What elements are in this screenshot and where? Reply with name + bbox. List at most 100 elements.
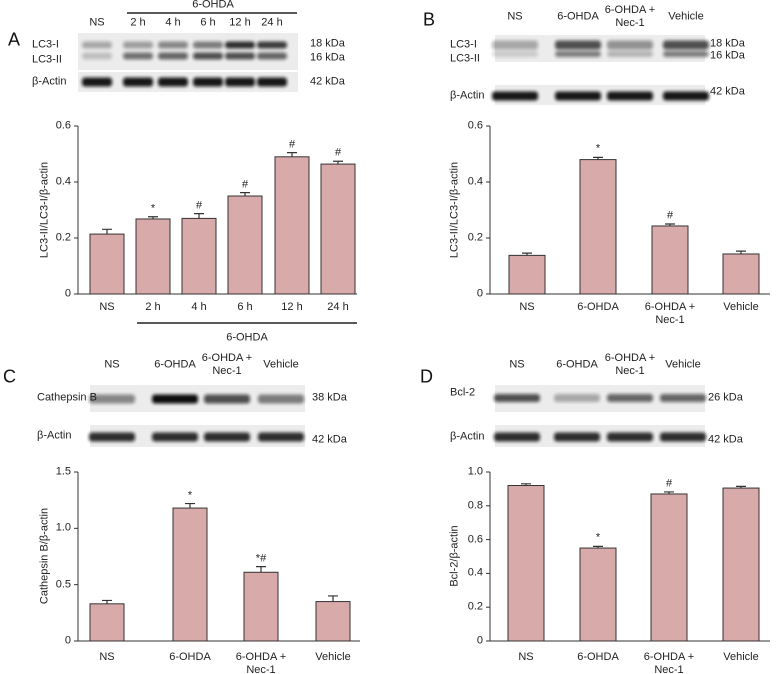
x-tick-label: 4 h [191, 301, 207, 313]
y-tick-label: 0.2 [55, 231, 71, 244]
lane-label: Vehicle [665, 358, 701, 371]
blot-band [607, 394, 653, 402]
blot-band [494, 394, 540, 402]
row-label: LC3-II [32, 53, 62, 66]
error-bar [148, 216, 158, 219]
size-label: 38 kDa [312, 391, 347, 404]
blot-band [660, 432, 706, 442]
y-tick-label: 0.8 [467, 499, 483, 512]
size-label: 18 kDa [710, 37, 745, 50]
blot-band [663, 91, 709, 101]
blot-band [257, 41, 287, 49]
panel-letter: C [3, 366, 16, 387]
bar [172, 507, 208, 642]
lane-group-label: 6-OHDA [192, 0, 234, 11]
error-bar [593, 156, 603, 160]
error-bar [664, 491, 674, 494]
y-tick-label: 1.5 [55, 465, 71, 478]
lane-label: 6-OHDA + Nec-1 [201, 352, 253, 377]
y-axis-label: Bcl-2/β-actin [448, 525, 461, 587]
lane-label: NS [104, 358, 120, 371]
bar [320, 163, 356, 295]
blot-band [555, 40, 601, 50]
y-tick-label: 0.6 [467, 119, 483, 132]
error-bar [665, 223, 675, 226]
lane-label: 6-OHDA [556, 358, 598, 371]
y-axis-label: LC3-II/LC3-I/β-actin [448, 161, 461, 259]
row-label: β-Actin [450, 430, 485, 443]
significance-mark: # [195, 199, 203, 212]
panel-letter: B [423, 9, 436, 30]
blot-band [555, 91, 601, 101]
y-axis-label: LC3-II/LC3-I/β-actin [38, 161, 51, 259]
row-label: LC3-I [450, 38, 477, 51]
y-tick-label: 0.5 [55, 578, 71, 591]
blot-band [607, 51, 653, 57]
bar [507, 485, 545, 642]
lane-label: NS [89, 16, 105, 29]
x-tick-label: NS [99, 301, 115, 313]
blot-band [82, 52, 112, 60]
y-tick-label: 0.2 [467, 231, 483, 244]
y-tick-label: 0.4 [467, 566, 483, 579]
blot-band [123, 52, 153, 60]
size-label: 42 kDa [710, 85, 745, 98]
row-label: LC3-II [450, 52, 480, 65]
blot-band [258, 432, 304, 442]
size-label: 42 kDa [708, 433, 743, 446]
row-label: β-Actin [32, 75, 67, 88]
significance-mark: # [666, 209, 674, 222]
lane-label: 6-OHDA [154, 358, 196, 371]
lane-label: 24 h [261, 16, 283, 29]
size-label: 42 kDa [312, 433, 347, 446]
x-tick-label: NS [99, 651, 115, 663]
bar [181, 217, 217, 295]
x-tick-label: 6-OHDA [577, 651, 619, 663]
error-bar [736, 485, 746, 489]
size-label: 16 kDa [710, 49, 745, 62]
blot-band [257, 52, 287, 60]
blot-band [152, 432, 198, 442]
blot-band [492, 91, 538, 101]
significance-mark: * [595, 531, 601, 544]
x-group-label: 6-OHDA [226, 331, 268, 344]
blot-band [204, 432, 250, 442]
x-tick-label: NS [518, 651, 534, 663]
bar [651, 225, 689, 295]
y-tick-label: 0.6 [55, 119, 71, 132]
y-tick-label: 0.2 [467, 600, 483, 613]
blot-band [555, 51, 601, 57]
blot-band [554, 432, 600, 442]
blot-band [82, 41, 112, 49]
error-bar [333, 160, 343, 165]
blot-band [660, 394, 706, 402]
lane-label: 2 h [130, 16, 146, 29]
bar [89, 603, 125, 642]
error-bar [521, 483, 531, 486]
row-label: β-Actin [450, 89, 485, 102]
y-tick-label: 0.6 [467, 533, 483, 546]
error-bar [194, 213, 204, 219]
blot-band [494, 432, 540, 442]
panel-letter: D [420, 366, 433, 387]
y-tick-label: 0 [64, 634, 71, 647]
blot-band [225, 52, 255, 60]
bar [243, 571, 279, 642]
blot-band [158, 41, 188, 49]
blot-band [193, 41, 223, 49]
blot-band [152, 394, 198, 404]
blot-band [193, 52, 223, 60]
blot-band [663, 51, 709, 57]
row-label: β-Actin [37, 429, 72, 442]
significance-mark: *# [255, 552, 267, 565]
x-tick-label: 24 h [327, 301, 349, 313]
lane-label: Vehicle [263, 358, 299, 371]
blot-band [82, 77, 112, 87]
error-bar [593, 545, 603, 549]
size-label: 18 kDa [310, 37, 345, 50]
x-tick-label: 6-OHDA + Nec-1 [235, 651, 287, 674]
blot-band [554, 394, 600, 402]
lane-label: 6 h [200, 16, 216, 29]
